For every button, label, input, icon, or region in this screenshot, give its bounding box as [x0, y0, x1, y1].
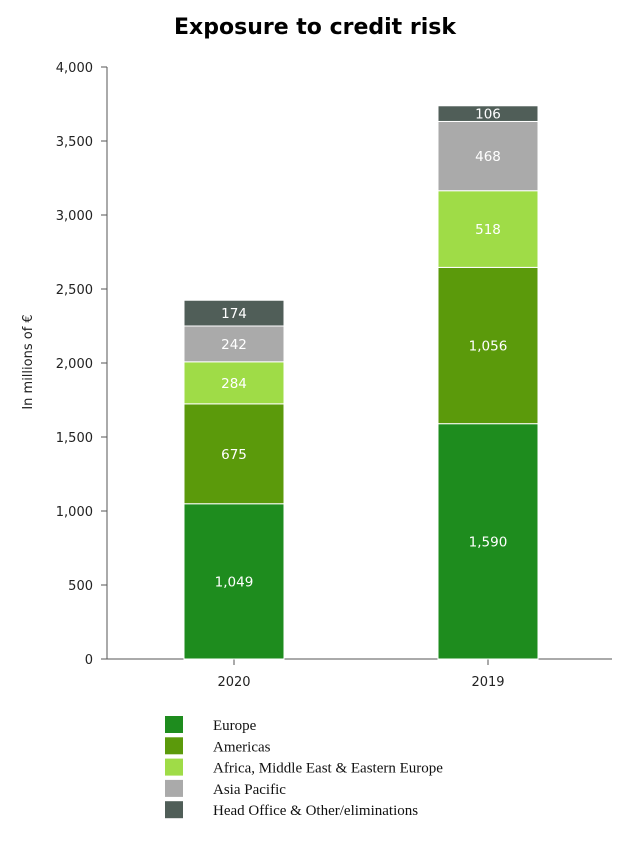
y-tick-label: 4,000: [56, 61, 93, 76]
y-tick-label: 3,500: [56, 135, 93, 150]
bar-segment: [437, 105, 539, 122]
bar-value-label: 242: [221, 337, 247, 353]
legend-label: Head Office & Other/eliminations: [213, 803, 418, 819]
y-tick-label: 500: [68, 579, 93, 594]
bar-value-label: 284: [221, 376, 247, 392]
legend-swatch: [165, 779, 183, 797]
bar-segment: [183, 361, 285, 405]
y-tick-label: 1,500: [56, 431, 93, 446]
y-tick-label: 1,000: [56, 505, 93, 520]
bar-segment: [437, 120, 539, 192]
bar-segment: [183, 299, 285, 327]
y-tick-label: 2,000: [56, 357, 93, 372]
bar-segment: [437, 423, 539, 660]
chart-title: Exposure to credit risk: [174, 15, 457, 40]
bars: 1,049 675 284 242 174 1,590 1,056 518 468 106: [183, 105, 539, 660]
legend: Europe Americas Africa, Middle East & East…: [165, 716, 443, 819]
legend-label: Americas: [213, 739, 271, 755]
legend-label: Africa, Middle East & Eastern Europe: [213, 761, 443, 777]
legend-swatch: [165, 758, 183, 776]
bar-value-label: 174: [221, 306, 247, 322]
y-tick-label: 0: [85, 653, 93, 668]
bar-value-label: 518: [475, 222, 501, 238]
bar-value-label: 468: [475, 149, 501, 165]
bar-segment: [183, 403, 285, 505]
legend-swatch: [165, 801, 183, 819]
legend-swatch: [165, 716, 183, 733]
bar-value-label: 1,049: [215, 574, 254, 590]
bar-segment: [437, 190, 539, 268]
legend-label: Asia Pacific: [213, 782, 286, 798]
axes: 0 500 1,000 1,500 2,000 2,500 3,000 3,500 4,000 2…: [56, 61, 612, 690]
bar-segment: [183, 503, 285, 660]
x-tick-label: 2019: [471, 675, 504, 690]
bar-value-label: 675: [221, 447, 247, 463]
bar-segment: [437, 266, 539, 425]
y-axis-label: In millions of €: [21, 314, 36, 409]
y-tick-label: 3,000: [56, 209, 93, 224]
x-tick-label: 2020: [217, 675, 250, 690]
bar-value-label: 1,590: [469, 534, 508, 550]
bar-value-label: 106: [475, 107, 501, 123]
legend-swatch: [165, 737, 183, 755]
legend-label: Europe: [213, 718, 257, 734]
y-tick-label: 2,500: [56, 283, 93, 298]
bar-value-label: 1,056: [469, 339, 508, 355]
